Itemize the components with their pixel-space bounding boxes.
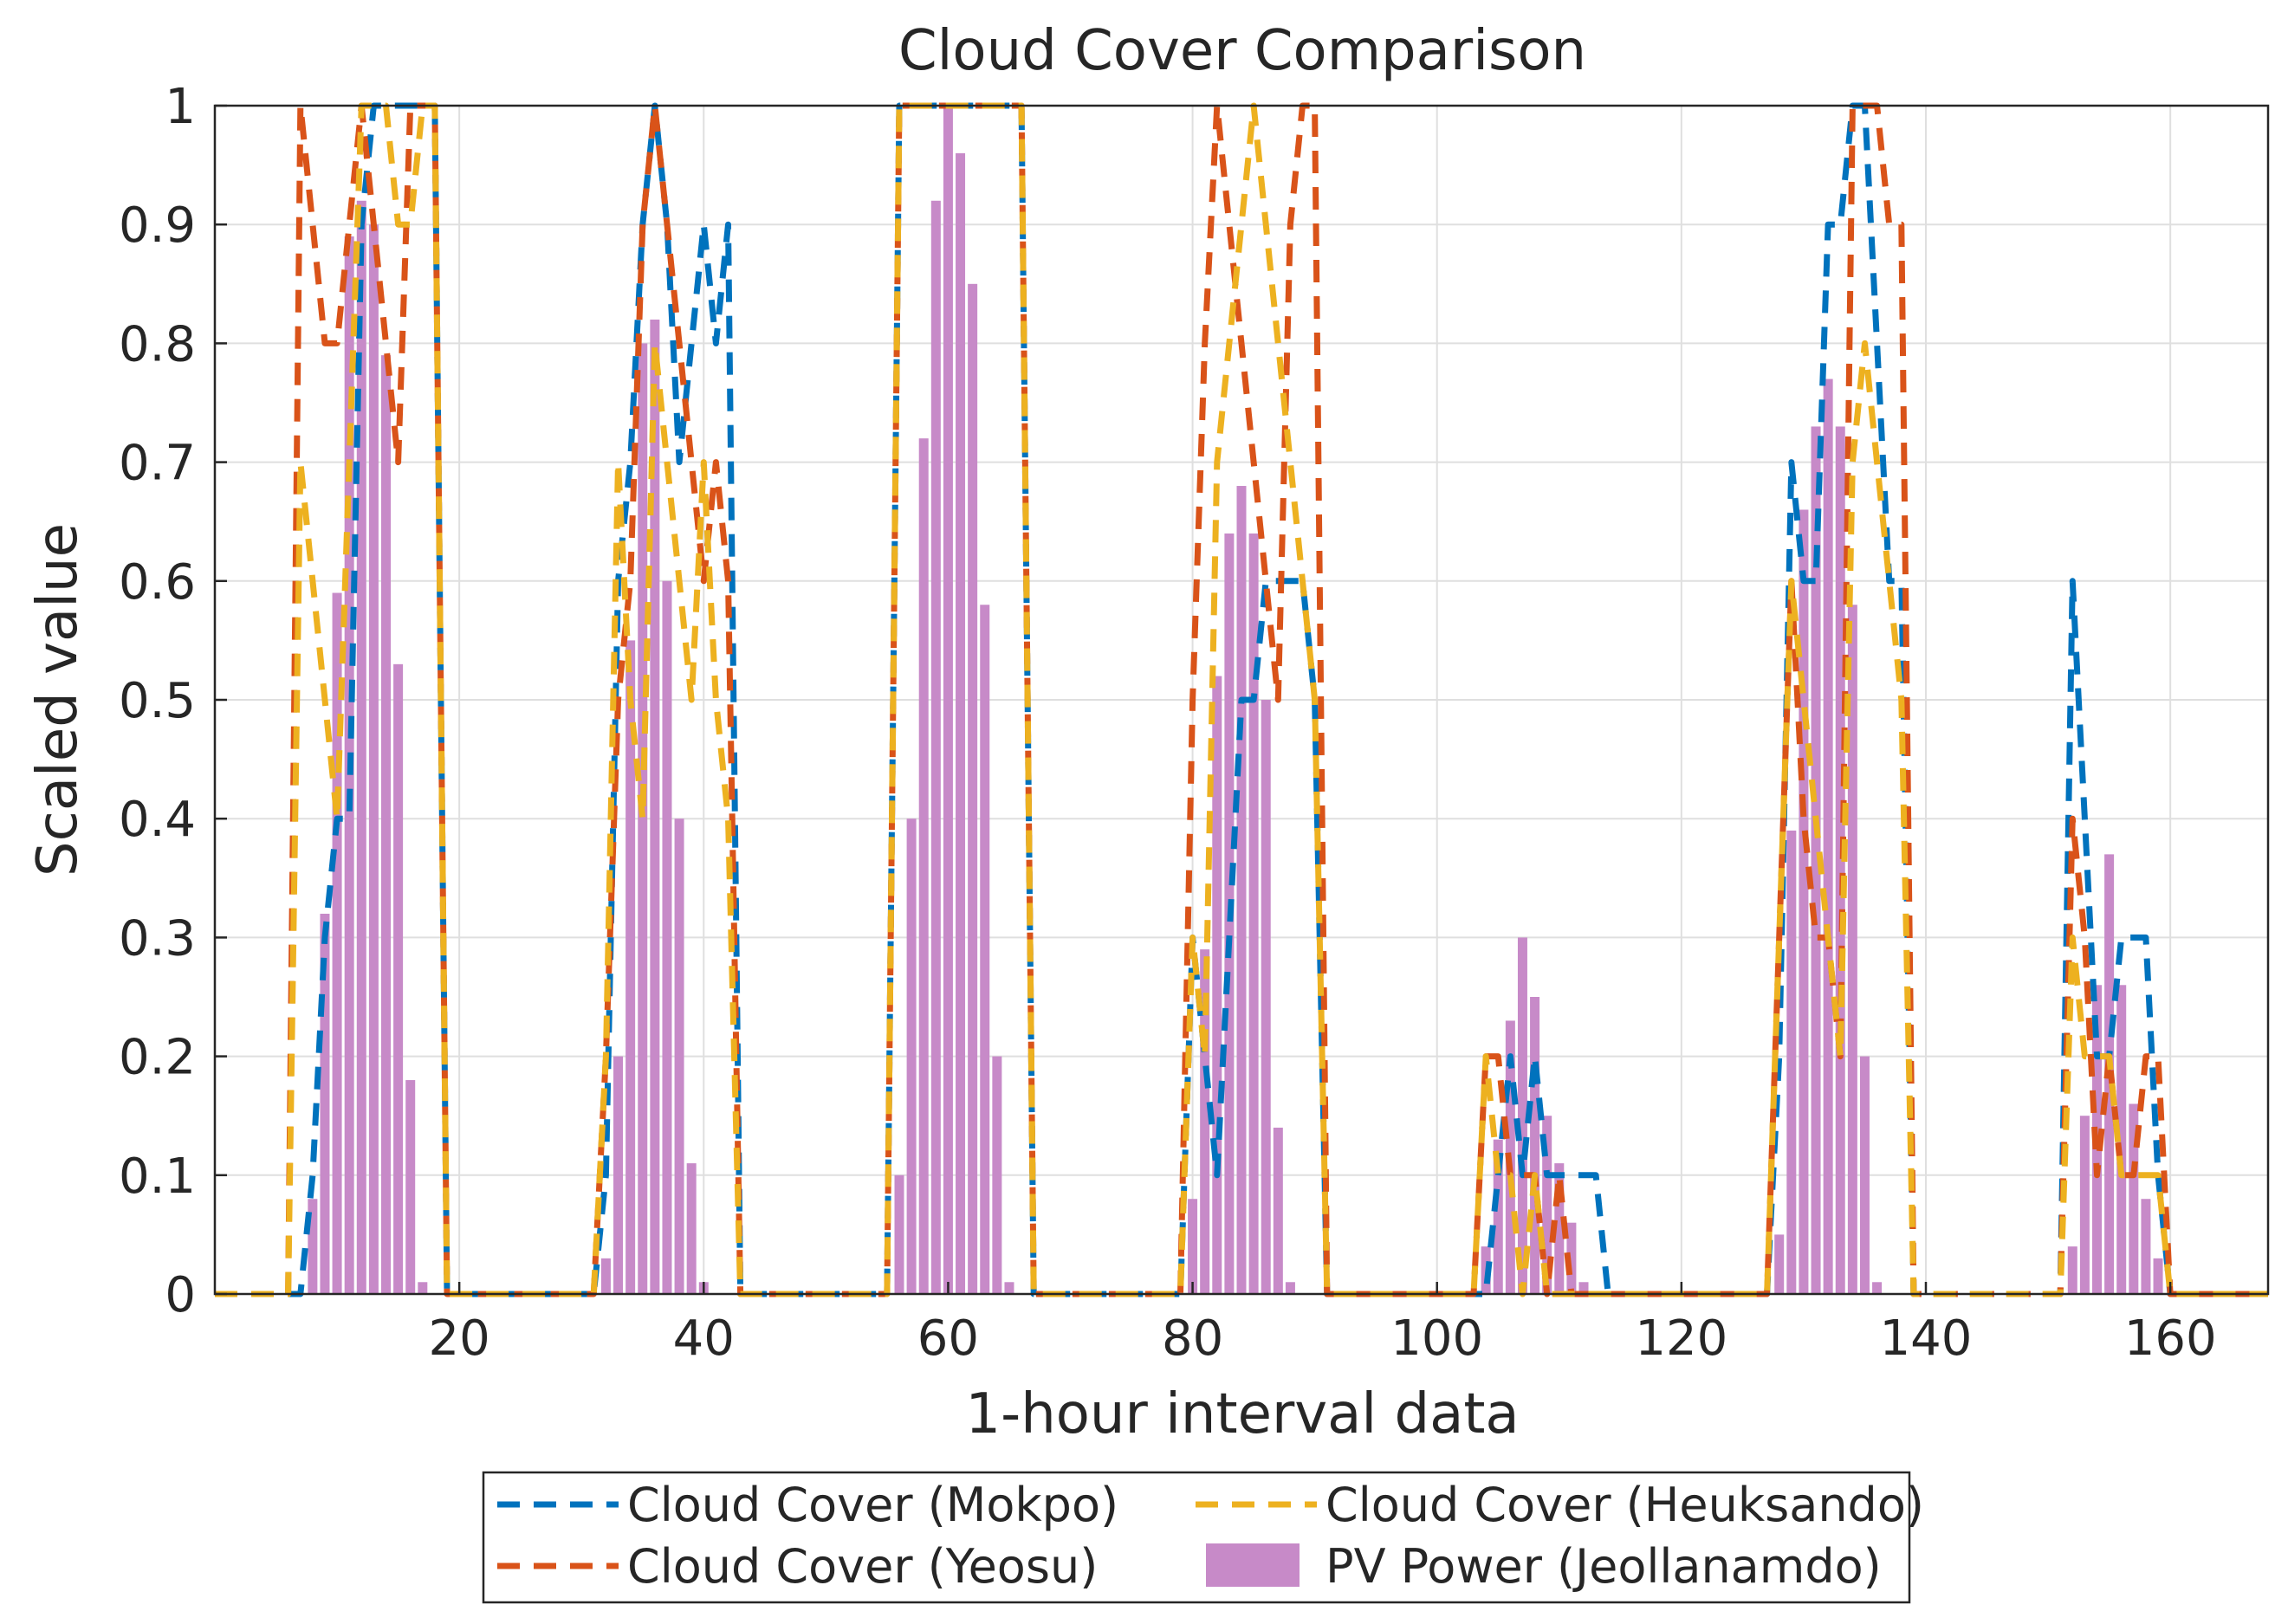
pv-power-bar	[1786, 830, 1797, 1294]
pv-power-bar	[1774, 1234, 1785, 1294]
pv-power-bar	[1248, 533, 1259, 1294]
pv-power-bar	[1004, 1282, 1014, 1294]
x-tick-label: 60	[917, 1310, 979, 1367]
y-tick-label: 0.3	[119, 910, 196, 967]
pv-power-bar	[1285, 1282, 1295, 1294]
pv-power-bar	[2079, 1116, 2090, 1294]
pv-power-bar	[930, 200, 941, 1294]
y-tick-label: 0.9	[119, 197, 196, 254]
x-tick-label: 100	[1390, 1310, 1483, 1367]
pv-power-bar	[918, 438, 929, 1294]
pv-power-bar	[1859, 1056, 1870, 1294]
x-tick-label: 120	[1635, 1310, 1727, 1367]
x-tick-label: 140	[1880, 1310, 1973, 1367]
pv-power-bar	[1261, 700, 1271, 1294]
x-axis-ticks: 20 40 60 80 100 120 140 160	[429, 1282, 2217, 1367]
pv-power-bar	[332, 592, 342, 1294]
pv-power-bar	[992, 1056, 1002, 1294]
pv-power-bar	[1835, 426, 1845, 1294]
pv-power-bar	[1811, 426, 1821, 1294]
pv-power-bar	[356, 200, 366, 1294]
pv-power-bar	[380, 355, 392, 1294]
pv-power-bar	[674, 818, 684, 1294]
pv-power-bar	[1212, 676, 1222, 1294]
pv-power-bar	[968, 283, 978, 1294]
pv-power-bar	[1823, 379, 1833, 1294]
x-tick-label: 20	[429, 1310, 490, 1367]
pv-power-bar	[980, 605, 990, 1294]
pv-power-bar	[1517, 937, 1527, 1294]
pv-power-bar	[894, 1174, 904, 1294]
pv-power-bar	[2067, 1246, 2077, 1294]
y-axis-title: Scaled value	[26, 523, 90, 877]
pv-power-bar	[1200, 949, 1210, 1294]
y-tick-label: 0.6	[119, 554, 196, 611]
y-tick-label: 0.2	[119, 1030, 196, 1086]
legend-label-mokpo: Cloud Cover (Mokpo)	[627, 1478, 1118, 1532]
pv-power-bar	[2153, 1258, 2163, 1294]
cloud-cover-lines	[215, 102, 2268, 1297]
cloud-cover-line-heuksando	[215, 102, 2268, 1297]
pv-power-bar	[1847, 605, 1857, 1294]
pv-power-bar	[600, 1258, 611, 1294]
y-tick-label: 0	[165, 1267, 196, 1323]
pv-power-bar	[1799, 509, 1809, 1294]
y-axis-ticks: 0 0.1 0.2 0.3 0.4 0.5 0.6 0.7 0.8 0.9 1	[119, 79, 227, 1323]
pv-power-bar	[956, 152, 966, 1294]
pv-power-bar	[2141, 1199, 2151, 1294]
pv-power-bar	[1273, 1127, 1283, 1294]
pv-power-bar	[1530, 997, 1540, 1294]
pv-power-bar	[368, 224, 379, 1295]
pv-power-bar	[906, 818, 917, 1294]
pv-power-bar	[405, 1080, 416, 1294]
legend-label-pv: PV Power (Jeollanamdo)	[1325, 1539, 1882, 1594]
pv-power-bar	[650, 319, 660, 1295]
pv-power-bar	[638, 343, 648, 1294]
x-axis-title: 1-hour interval data	[965, 1382, 1519, 1446]
pv-power-bar	[1188, 1199, 1198, 1294]
plot-area	[213, 102, 2270, 1297]
pv-power-bar	[686, 1163, 697, 1294]
pv-power-bar	[1493, 1139, 1503, 1294]
pv-power-bar	[320, 913, 330, 1294]
x-tick-label: 40	[673, 1310, 735, 1367]
y-tick-label: 0.1	[119, 1148, 196, 1205]
y-tick-label: 0.4	[119, 792, 196, 848]
pv-power-bar	[943, 106, 953, 1294]
cloud-cover-line-mokpo	[215, 102, 2268, 1297]
pv-power-bar	[308, 1199, 318, 1294]
legend: Cloud Cover (Mokpo) Cloud Cover (Heuksand…	[482, 1471, 1924, 1604]
pv-power-bar	[1872, 1282, 1883, 1294]
pv-power-bar	[1542, 1116, 1552, 1294]
chart-title: Cloud Cover Comparison	[898, 19, 1586, 83]
x-tick-label: 80	[1162, 1310, 1223, 1367]
pv-power-bar	[1578, 1282, 1589, 1294]
pv-power-bar	[393, 663, 404, 1294]
pv-power-bar	[418, 1282, 428, 1294]
pv-power-bar	[662, 580, 672, 1294]
legend-label-heuksando: Cloud Cover (Heuksando)	[1325, 1478, 1924, 1532]
pv-power-bar	[1566, 1222, 1577, 1294]
y-tick-label: 0.5	[119, 673, 196, 729]
pv-power-bar	[1554, 1163, 1565, 1294]
legend-box	[482, 1471, 1911, 1604]
pv-power-bar	[2116, 985, 2127, 1294]
y-tick-label: 1	[165, 79, 196, 135]
y-tick-label: 0.8	[119, 316, 196, 372]
legend-label-yeosu: Cloud Cover (Yeosu)	[627, 1539, 1098, 1594]
pv-power-bar	[613, 1056, 624, 1294]
pv-power-bar	[625, 640, 636, 1294]
y-tick-label: 0.7	[119, 436, 196, 492]
pv-power-bar	[1236, 486, 1247, 1294]
x-tick-label: 160	[2124, 1310, 2217, 1367]
legend-swatch-pv	[1206, 1543, 1300, 1587]
pv-power-bar	[2129, 1103, 2139, 1294]
